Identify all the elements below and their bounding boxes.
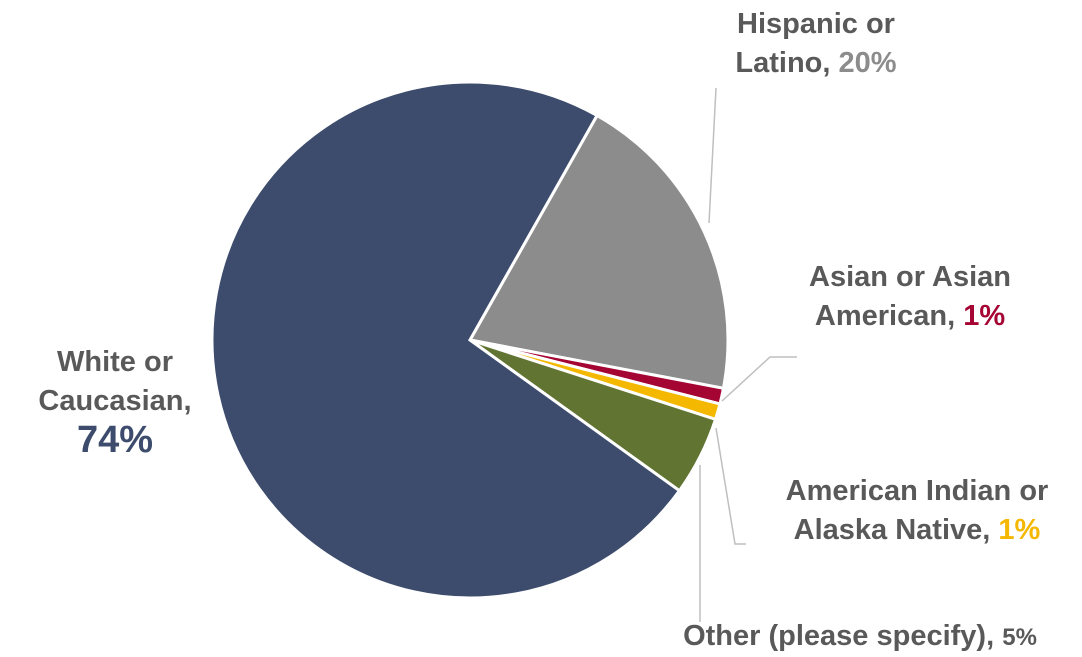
label-american-indian-pct: 1%: [998, 514, 1041, 546]
pie-slices: [210, 80, 730, 600]
pie-slice-white-or-caucasian: [210, 80, 682, 600]
leader-line-american-indian: [715, 427, 746, 545]
label-american-indian-line1: American Indian or: [785, 475, 1049, 507]
label-white-line2: Caucasian: [38, 385, 184, 417]
leader-line-asian: [721, 356, 797, 402]
leader-lines: [699, 87, 797, 622]
pie-slice-hispanic-or-latino: [467, 113, 730, 391]
label-asian-line2: American: [814, 300, 948, 332]
label-other: Other (please specify), 5%: [683, 620, 1037, 652]
label-other-pct: 5%: [1002, 624, 1037, 651]
label-hispanic-line1: Hispanic or: [737, 8, 895, 40]
label-american-indian-line2: Alaska Native: [793, 514, 983, 546]
label-white-line1: White or: [57, 346, 173, 378]
label-white-pct: 74%: [76, 419, 154, 461]
label-american-indian: American Indian or Alaska Native, 1%: [785, 475, 1049, 546]
label-hispanic: Hispanic or Latino, 20%: [735, 8, 897, 79]
label-other-line1: Other (please specify): [683, 620, 987, 652]
label-asian-line1: Asian or Asian: [809, 261, 1011, 293]
label-white: White or Caucasian, 74%: [38, 346, 192, 461]
label-hispanic-line2: Latino: [735, 47, 823, 79]
label-asian-pct: 1%: [963, 300, 1006, 332]
label-hispanic-pct: 20%: [838, 47, 897, 79]
label-asian: Asian or Asian American, 1%: [809, 261, 1011, 332]
leader-line-hispanic: [708, 87, 717, 224]
